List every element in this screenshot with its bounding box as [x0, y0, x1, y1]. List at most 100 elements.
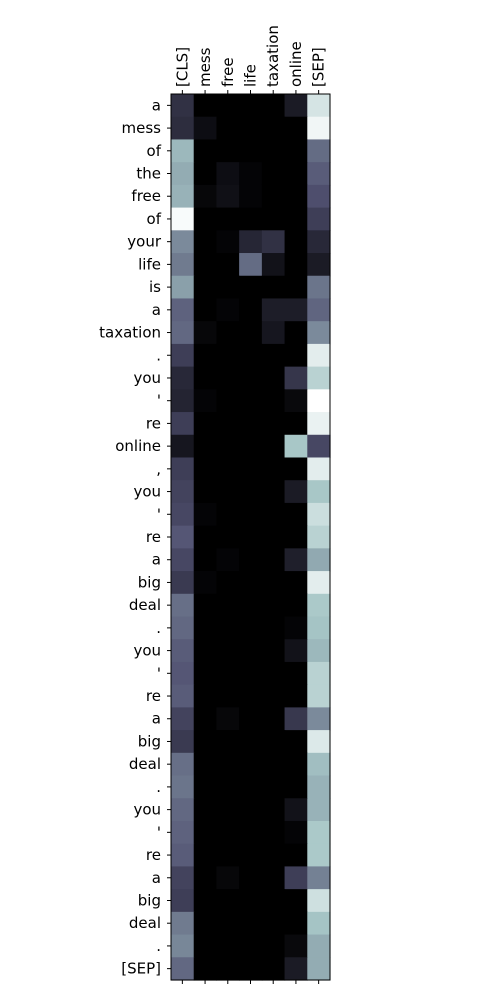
x-tick-label: free [219, 57, 237, 87]
heatmap-cell [216, 434, 240, 459]
heatmap-cell [171, 139, 195, 163]
heatmap-cell [171, 525, 195, 549]
y-tick-label: ' [157, 505, 161, 523]
heatmap-cell [193, 730, 218, 754]
heatmap-cell [216, 843, 240, 868]
heatmap-cell [261, 184, 286, 209]
y-tick-label: you [133, 801, 161, 819]
heatmap-cell [307, 798, 331, 822]
heatmap-cell [193, 298, 218, 322]
heatmap-cell [239, 502, 263, 527]
heatmap-cell [239, 253, 263, 277]
heatmap-cell [193, 593, 218, 618]
heatmap-cell [284, 911, 308, 936]
heatmap-cell [261, 366, 286, 390]
heatmap-cell [239, 957, 263, 981]
heatmap-cell [307, 525, 331, 549]
heatmap-cell [193, 94, 218, 118]
heatmap-cell [261, 866, 286, 890]
heatmap-cell [171, 230, 195, 254]
heatmap-cell [284, 934, 308, 958]
heatmap-cell [239, 139, 263, 163]
heatmap-cell [261, 525, 286, 549]
heatmap-cell [307, 480, 331, 504]
heatmap-cell [307, 616, 331, 640]
heatmap-cell [261, 412, 286, 436]
heatmap-cell [261, 275, 286, 300]
heatmap-cell [239, 207, 263, 231]
heatmap-cell [216, 457, 240, 481]
heatmap-cell [239, 866, 263, 890]
heatmap-cell [239, 434, 263, 459]
heatmap-cell [171, 934, 195, 958]
heatmap-cell [239, 94, 263, 118]
heatmap-cell [239, 343, 263, 368]
heatmap-cells [171, 94, 331, 981]
heatmap-cell [284, 843, 308, 868]
heatmap-cell [193, 639, 218, 663]
heatmap-cell [216, 298, 240, 322]
heatmap-cell [284, 184, 308, 209]
heatmap-cell [171, 889, 195, 913]
y-tick-label: the [136, 165, 161, 183]
heatmap-cell [193, 684, 218, 708]
heatmap-cell [171, 911, 195, 936]
y-axis: a mess of the free of your life is a taxation. you '… [99, 96, 171, 978]
y-tick-label: mess [122, 119, 162, 137]
heatmap-cell [307, 730, 331, 754]
heatmap-cell [171, 366, 195, 390]
heatmap-cell [239, 730, 263, 754]
heatmap-cell [239, 480, 263, 504]
heatmap-cell [239, 639, 263, 663]
heatmap-cell [193, 820, 218, 845]
heatmap-cell [216, 116, 240, 141]
heatmap-cell [239, 752, 263, 777]
heatmap-cell [239, 616, 263, 640]
heatmap-cell [261, 116, 286, 141]
heatmap-cell [239, 548, 263, 572]
heatmap-cell [193, 866, 218, 890]
heatmap-cell [239, 820, 263, 845]
heatmap-cell [284, 775, 308, 799]
heatmap-cell [171, 843, 195, 868]
heatmap-cell [307, 162, 331, 186]
y-tick-label: of [147, 210, 162, 228]
heatmap-cell [307, 366, 331, 390]
heatmap-cell [307, 911, 331, 936]
heatmap-cell [193, 343, 218, 368]
heatmap-cell [171, 593, 195, 618]
heatmap-cell [307, 934, 331, 958]
heatmap-cell [261, 502, 286, 527]
heatmap-cell [284, 684, 308, 708]
heatmap-cell [193, 366, 218, 390]
heatmap-cell [261, 661, 286, 686]
y-tick-label: of [147, 142, 162, 160]
y-tick-label: deal [129, 596, 161, 614]
heatmap-cell [261, 616, 286, 640]
heatmap-cell [261, 798, 286, 822]
heatmap-cell [284, 275, 308, 300]
heatmap-cell [261, 389, 286, 413]
heatmap-cell [216, 139, 240, 163]
heatmap-cell [216, 571, 240, 595]
heatmap-cell [239, 230, 263, 254]
heatmap-cell [261, 207, 286, 231]
y-tick-label: free [131, 187, 161, 205]
heatmap-cell [239, 116, 263, 141]
heatmap-cell [284, 730, 308, 754]
heatmap-cell [171, 548, 195, 572]
heatmap-cell [261, 730, 286, 754]
heatmap-cell [307, 457, 331, 481]
heatmap-cell [171, 616, 195, 640]
heatmap-cell [216, 389, 240, 413]
heatmap-cell [193, 253, 218, 277]
heatmap-cell [239, 934, 263, 958]
y-tick-label: a [152, 869, 161, 887]
heatmap-cell [284, 434, 308, 459]
heatmap-cell [239, 911, 263, 936]
heatmap-cell [171, 957, 195, 981]
heatmap-cell [216, 343, 240, 368]
heatmap-cell [171, 730, 195, 754]
y-tick-label: re [146, 846, 161, 864]
heatmap-cell [171, 298, 195, 322]
